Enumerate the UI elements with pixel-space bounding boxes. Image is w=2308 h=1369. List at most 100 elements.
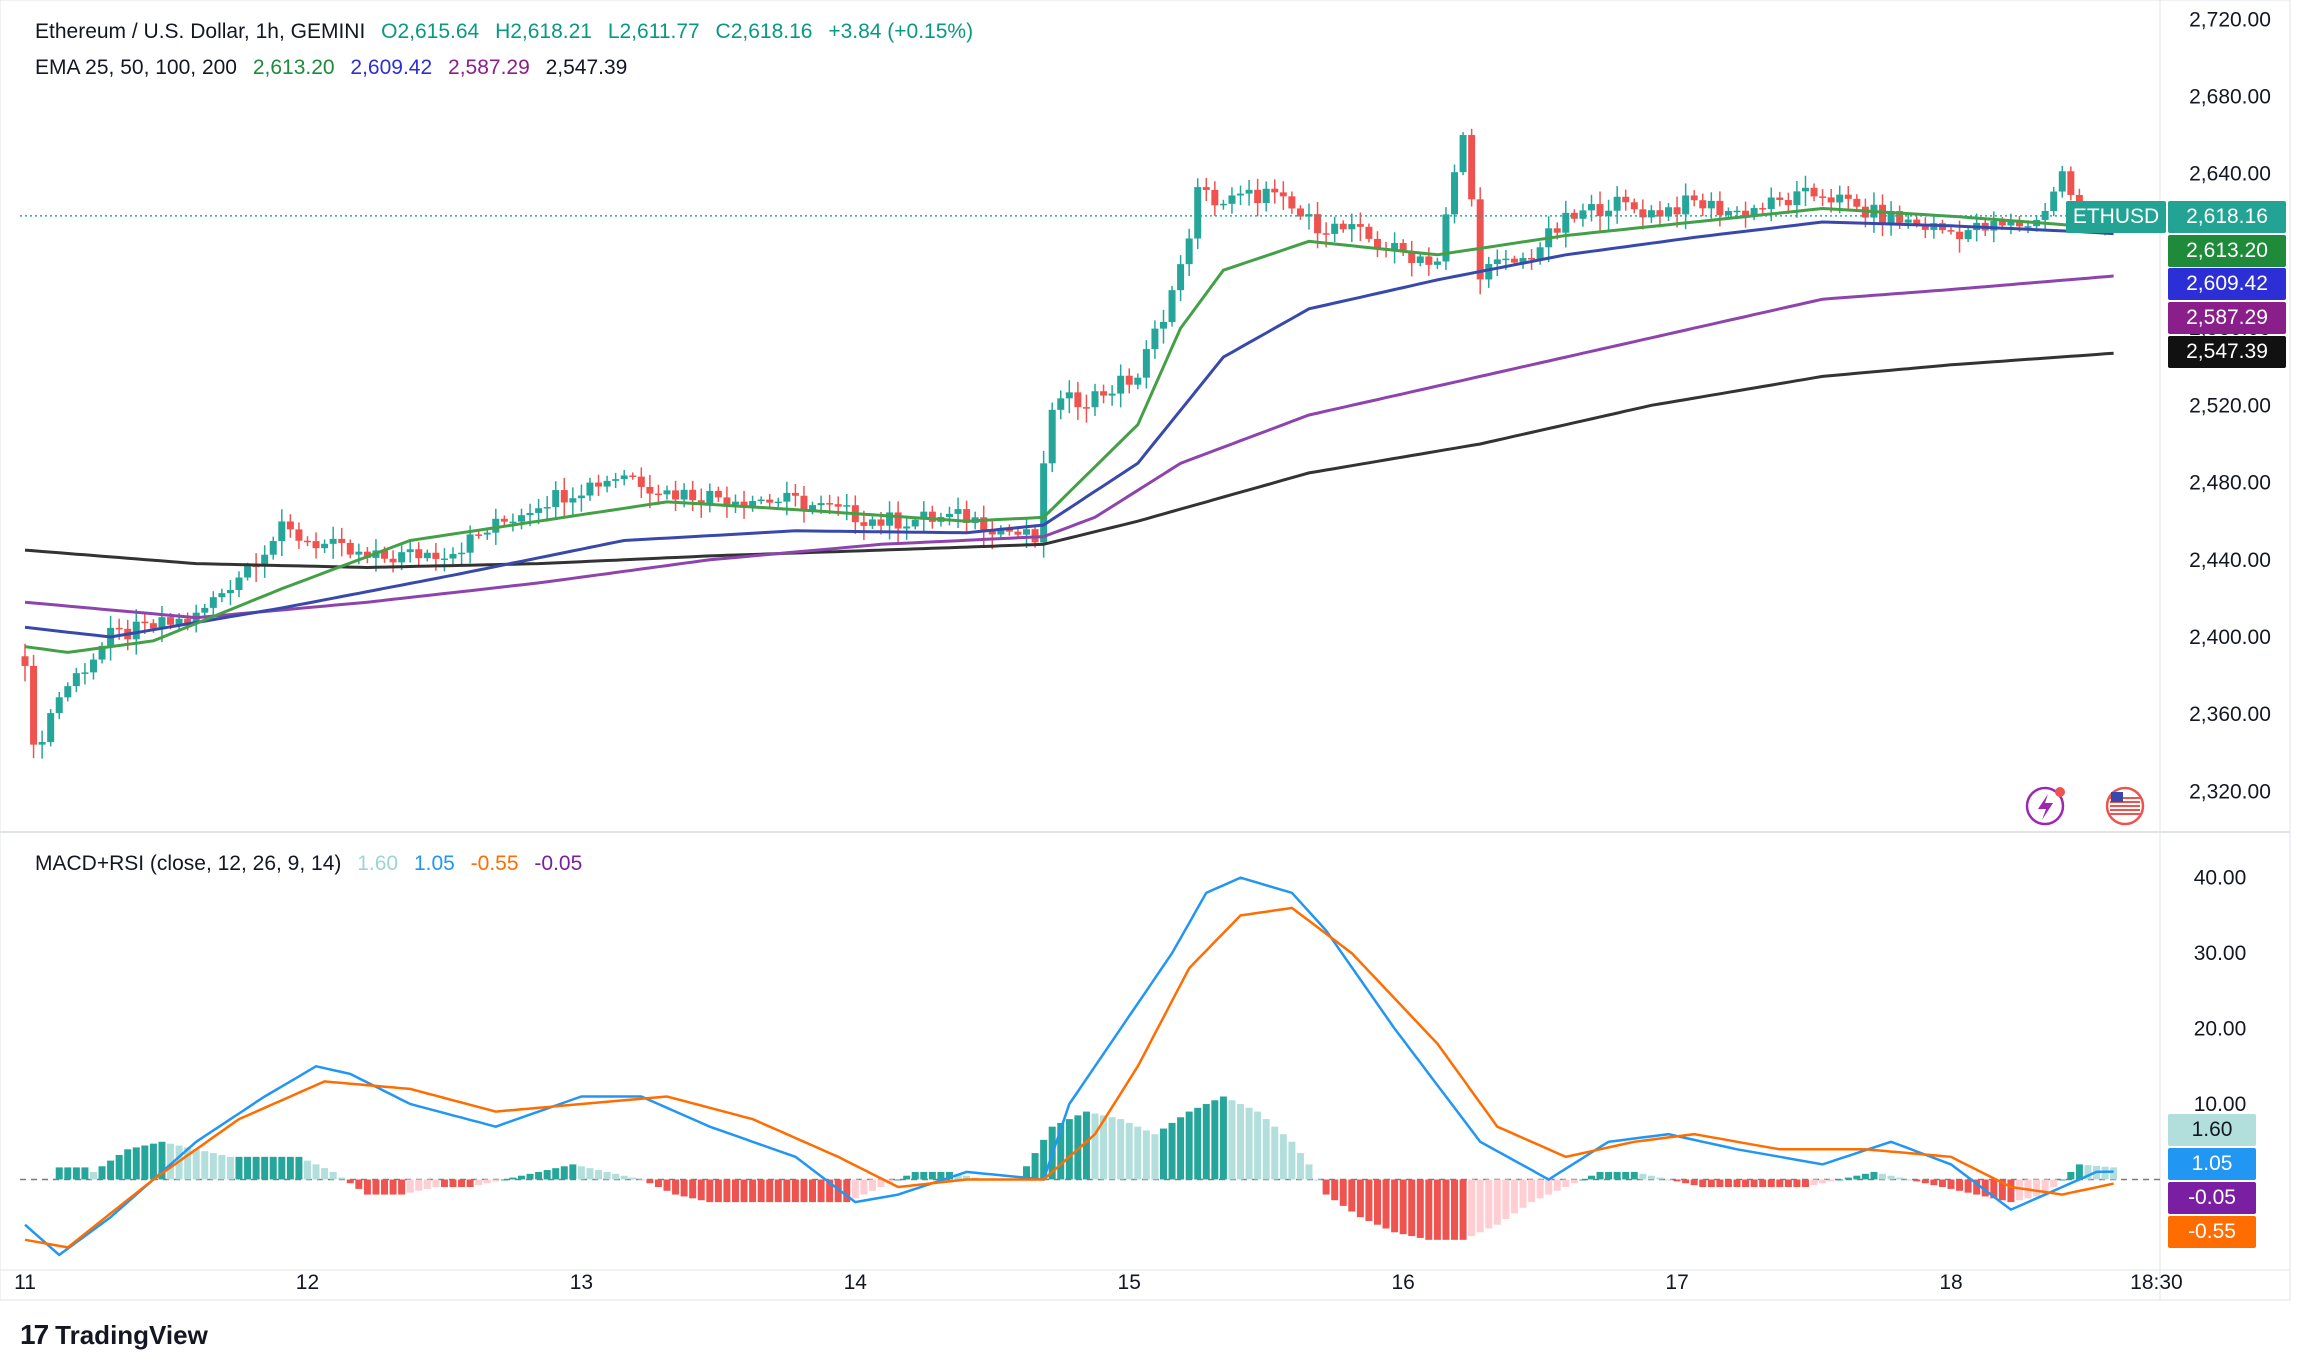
histogram-bar[interactable]: [937, 1171, 945, 1180]
histogram-bar[interactable]: [1733, 1179, 1741, 1188]
histogram-bar[interactable]: [1981, 1179, 1989, 1197]
histogram-bar[interactable]: [1082, 1111, 1090, 1180]
histogram-bar[interactable]: [1382, 1179, 1390, 1229]
histogram-bar[interactable]: [1596, 1171, 1604, 1180]
ema50-line[interactable]: [24, 220, 2114, 639]
candle-body[interactable]: [877, 519, 885, 526]
histogram-bar[interactable]: [1091, 1113, 1099, 1180]
candle-body[interactable]: [1844, 194, 1852, 199]
candle-body[interactable]: [1596, 204, 1604, 217]
histogram-bar[interactable]: [672, 1179, 680, 1195]
histogram-bar[interactable]: [492, 1179, 500, 1182]
candle-body[interactable]: [1827, 197, 1835, 203]
histogram-bar[interactable]: [355, 1179, 363, 1189]
candle-body[interactable]: [1801, 187, 1809, 192]
candle-body[interactable]: [612, 479, 620, 481]
candle-body[interactable]: [1913, 219, 1921, 225]
histogram-bar[interactable]: [286, 1156, 294, 1180]
histogram-bar[interactable]: [1271, 1126, 1279, 1180]
histogram-bar[interactable]: [774, 1179, 782, 1203]
candle-body[interactable]: [1528, 258, 1536, 260]
candle-body[interactable]: [1091, 391, 1099, 408]
histogram-bar[interactable]: [1921, 1179, 1929, 1184]
candle-body[interactable]: [552, 490, 560, 508]
histogram-bar[interactable]: [1211, 1100, 1219, 1180]
candle-body[interactable]: [963, 509, 971, 523]
candle-body[interactable]: [1570, 212, 1578, 219]
candle-body[interactable]: [654, 493, 662, 496]
histogram-bar[interactable]: [1262, 1119, 1270, 1180]
candle-body[interactable]: [1656, 210, 1664, 217]
candle-body[interactable]: [1331, 223, 1339, 234]
candle-body[interactable]: [38, 742, 46, 745]
histogram-bar[interactable]: [1630, 1171, 1638, 1180]
histogram-bar[interactable]: [1185, 1111, 1193, 1180]
histogram-bar[interactable]: [680, 1179, 688, 1197]
histogram-bar[interactable]: [1810, 1179, 1818, 1186]
candle-body[interactable]: [1682, 195, 1690, 215]
candle-body[interactable]: [689, 489, 697, 501]
histogram-bar[interactable]: [1151, 1134, 1159, 1180]
histogram-bar[interactable]: [1245, 1107, 1253, 1180]
candle-body[interactable]: [535, 508, 543, 513]
candle-body[interactable]: [1759, 208, 1767, 210]
histogram-bar[interactable]: [2101, 1166, 2109, 1180]
candle-body[interactable]: [826, 503, 834, 505]
candle-body[interactable]: [1622, 196, 1630, 203]
candle-body[interactable]: [997, 528, 1005, 535]
histogram-bar[interactable]: [2041, 1179, 2049, 1195]
candle-body[interactable]: [1579, 210, 1587, 219]
candle-body[interactable]: [586, 482, 594, 496]
histogram-bar[interactable]: [226, 1156, 234, 1180]
histogram-bar[interactable]: [1784, 1179, 1792, 1188]
candle-body[interactable]: [329, 538, 337, 544]
candle-body[interactable]: [269, 541, 277, 555]
candle-body[interactable]: [1587, 204, 1595, 211]
candle-body[interactable]: [1904, 219, 1912, 223]
histogram-bar[interactable]: [1202, 1104, 1210, 1180]
histogram-bar[interactable]: [218, 1154, 226, 1180]
candle-body[interactable]: [766, 499, 774, 503]
histogram-bar[interactable]: [697, 1179, 705, 1201]
histogram-bar[interactable]: [1545, 1179, 1553, 1195]
histogram-bar[interactable]: [449, 1179, 457, 1188]
candle-body[interactable]: [415, 549, 423, 559]
candle-body[interactable]: [303, 540, 311, 543]
histogram-bar[interactable]: [1836, 1179, 1844, 1181]
candle-body[interactable]: [1896, 211, 1904, 223]
candle-body[interactable]: [1742, 210, 1750, 217]
histogram-bar[interactable]: [1562, 1179, 1570, 1188]
histogram-bar[interactable]: [372, 1179, 380, 1195]
candle-body[interactable]: [449, 553, 457, 559]
candle-body[interactable]: [1433, 261, 1441, 265]
candle-body[interactable]: [860, 522, 868, 526]
histogram-bar[interactable]: [1682, 1179, 1690, 1184]
candle-body[interactable]: [209, 597, 217, 608]
candle-body[interactable]: [911, 519, 919, 527]
candle-body[interactable]: [244, 565, 252, 578]
candle-body[interactable]: [483, 532, 491, 535]
histogram-bar[interactable]: [1750, 1179, 1758, 1188]
candle-body[interactable]: [1716, 200, 1724, 216]
histogram-bar[interactable]: [89, 1171, 97, 1180]
histogram-bar[interactable]: [1887, 1175, 1895, 1180]
histogram-bar[interactable]: [1356, 1179, 1364, 1218]
candle-body[interactable]: [894, 512, 902, 529]
histogram-bar[interactable]: [2015, 1179, 2023, 1201]
candle-body[interactable]: [226, 589, 234, 594]
histogram-bar[interactable]: [1793, 1179, 1801, 1188]
candle-body[interactable]: [175, 618, 183, 625]
candle-body[interactable]: [1356, 224, 1364, 227]
histogram-bar[interactable]: [595, 1170, 603, 1180]
histogram-bar[interactable]: [141, 1145, 149, 1180]
histogram-bar[interactable]: [398, 1179, 406, 1195]
histogram-bar[interactable]: [72, 1167, 80, 1180]
histogram-bar[interactable]: [2084, 1165, 2092, 1180]
histogram-bar[interactable]: [2050, 1179, 2058, 1188]
histogram-bar[interactable]: [1879, 1173, 1887, 1180]
candle-body[interactable]: [1177, 264, 1185, 291]
candle-body[interactable]: [783, 492, 791, 502]
histogram-bar[interactable]: [577, 1166, 585, 1180]
histogram-bar[interactable]: [415, 1179, 423, 1191]
histogram-bar[interactable]: [1870, 1171, 1878, 1180]
